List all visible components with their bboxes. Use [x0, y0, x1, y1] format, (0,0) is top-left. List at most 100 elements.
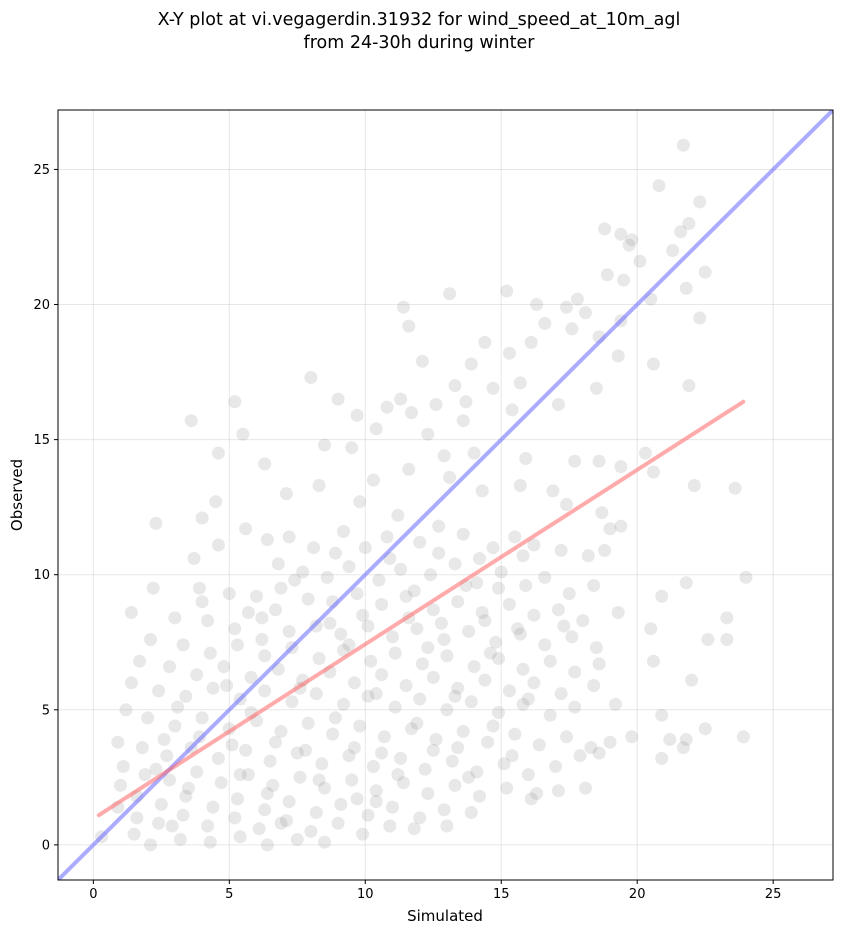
scatter-point	[527, 676, 541, 690]
scatter-point	[489, 635, 503, 649]
chart-title-line-2: from 24-30h during winter	[304, 33, 536, 53]
scatter-point	[394, 562, 408, 576]
scatter-point	[467, 660, 481, 674]
scatter-point	[614, 460, 628, 474]
identity-line	[58, 110, 833, 880]
scatter-point	[366, 760, 380, 773]
scatter-point	[424, 568, 437, 582]
scatter-point	[720, 633, 734, 646]
scatter-point	[644, 622, 658, 636]
scatter-point	[375, 668, 389, 682]
scatter-point	[415, 657, 429, 671]
scatter-point	[647, 465, 660, 479]
scatter-point	[350, 408, 364, 422]
scatter-point	[255, 633, 269, 646]
scatter-point	[609, 697, 622, 711]
scatter-point	[244, 670, 258, 684]
scatter-point	[560, 730, 573, 744]
scatter-point	[595, 506, 609, 520]
scatter-point	[135, 741, 149, 755]
scatter-point	[152, 816, 166, 830]
scatter-point	[508, 727, 522, 741]
x-tick-label: 5	[225, 887, 233, 902]
scatter-point	[402, 319, 416, 333]
scatter-point	[399, 679, 413, 692]
scatter-point	[301, 592, 315, 606]
scatter-point	[538, 316, 552, 330]
scatter-point	[432, 546, 446, 560]
scatter-point	[369, 687, 383, 701]
fit-line	[96, 399, 746, 818]
scatter-point	[366, 473, 380, 487]
scatter-point	[269, 603, 282, 617]
scatter-point	[372, 573, 386, 587]
scatter-point	[456, 527, 470, 541]
scatter-point	[323, 616, 337, 630]
scatter-point	[655, 589, 669, 603]
scatter-point	[241, 606, 255, 619]
scatter-point	[617, 273, 631, 287]
scatter-point	[350, 792, 364, 806]
x-tick-label: 15	[493, 887, 510, 902]
scatter-point	[405, 406, 418, 420]
scatter-point	[421, 641, 435, 655]
scatter-point	[614, 227, 628, 241]
scatter-point	[263, 754, 277, 768]
y-axis-label: Observed	[8, 459, 26, 531]
scatter-point	[239, 522, 253, 536]
scatter-point	[195, 511, 209, 525]
scatter-point	[380, 530, 394, 544]
scatter-point	[399, 589, 413, 603]
scatter-point	[562, 587, 576, 601]
scatter-point	[524, 335, 538, 349]
scatter-point	[440, 649, 454, 663]
scatter-point	[288, 573, 302, 587]
y-tick-label: 20	[33, 298, 50, 313]
scatter-point	[334, 797, 348, 811]
scatter-point	[513, 376, 527, 390]
scatter-point	[255, 611, 269, 625]
scatter-point	[394, 751, 408, 765]
scatter-point	[258, 649, 272, 663]
scatter-point	[179, 689, 193, 703]
scatter-point	[402, 462, 416, 476]
scatter-point	[592, 746, 606, 760]
scatter-point	[171, 700, 185, 714]
scatter-point	[511, 622, 525, 636]
scatter-point	[220, 679, 234, 692]
scatter-point	[502, 684, 516, 698]
scatter-point	[592, 657, 606, 671]
scatter-point	[538, 570, 552, 584]
scatter-point	[157, 733, 171, 746]
scatter-point	[611, 349, 625, 363]
scatter-point	[543, 708, 557, 722]
scatter-point	[600, 268, 614, 282]
scatter-point	[475, 484, 489, 498]
x-tick-label: 25	[765, 887, 782, 902]
scatter-point	[570, 292, 584, 306]
y-tick-label: 0	[42, 838, 50, 853]
scatter-point	[464, 695, 478, 709]
scatter-point	[176, 808, 190, 822]
scatter-point	[538, 638, 552, 652]
scatter-point	[364, 654, 378, 668]
scatter-point	[647, 357, 660, 371]
scatter-point	[168, 719, 182, 733]
scatter-point	[149, 516, 163, 530]
scatter-point	[119, 703, 133, 717]
scatter-point	[312, 652, 326, 665]
scatter-point	[614, 519, 628, 533]
scatter-point	[124, 676, 138, 690]
scatter-point	[682, 379, 696, 393]
scatter-point	[462, 770, 476, 784]
scatter-point	[592, 454, 606, 468]
scatter-point	[203, 646, 217, 660]
scatter-point	[625, 233, 639, 247]
scatter-point	[443, 470, 457, 484]
scatter-point	[386, 630, 399, 644]
scatter-point	[565, 322, 579, 336]
scatter-point	[222, 587, 236, 601]
scatter-point	[239, 743, 253, 757]
scatter-point	[279, 814, 293, 828]
